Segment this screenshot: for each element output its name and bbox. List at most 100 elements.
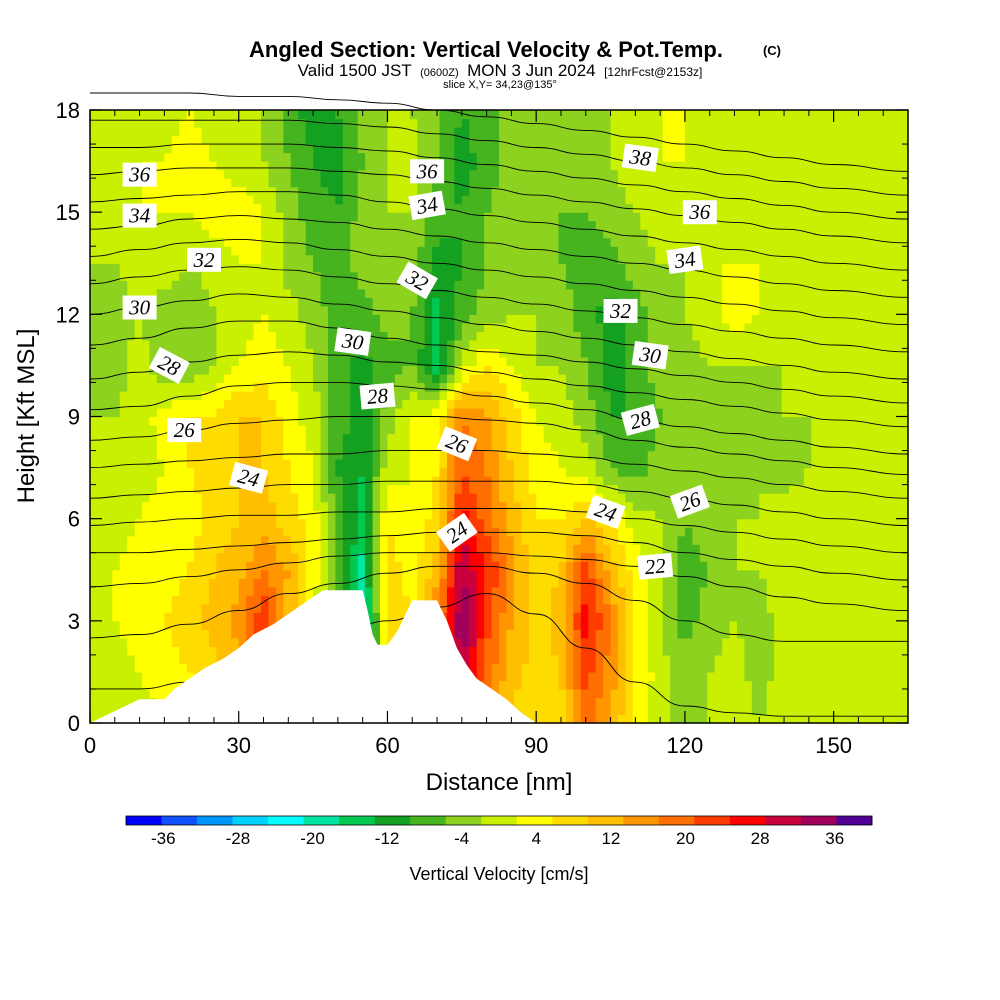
velocity-cell — [394, 620, 403, 630]
velocity-cell — [231, 373, 240, 384]
velocity-cell — [476, 399, 485, 409]
velocity-cell — [513, 484, 522, 494]
velocity-cell — [699, 510, 708, 520]
velocity-cell — [610, 595, 619, 605]
velocity-cell — [714, 484, 723, 494]
velocity-cell — [194, 442, 203, 452]
velocity-cell — [231, 390, 240, 401]
velocity-cell — [179, 552, 188, 562]
velocity-cell — [655, 578, 664, 588]
velocity-cell — [647, 714, 656, 724]
velocity-cell — [536, 416, 545, 426]
velocity-cell — [893, 527, 902, 537]
velocity-cell — [766, 603, 775, 613]
velocity-cell — [893, 425, 902, 435]
velocity-cell — [766, 612, 775, 622]
velocity-cell — [878, 603, 887, 613]
velocity-cell — [796, 476, 805, 486]
velocity-cell — [603, 578, 612, 588]
velocity-cell — [811, 518, 820, 528]
velocity-cell — [610, 407, 619, 418]
velocity-cell — [446, 407, 455, 418]
velocity-cell — [454, 637, 463, 647]
velocity-cell — [112, 586, 121, 596]
velocity-cell — [253, 586, 262, 596]
velocity-cell — [640, 646, 649, 656]
velocity-cell — [789, 382, 798, 392]
velocity-cell — [736, 467, 745, 477]
velocity-cell — [565, 578, 574, 588]
velocity-cell — [127, 603, 136, 613]
velocity-cell — [298, 425, 307, 435]
velocity-cell — [692, 629, 701, 639]
velocity-cell — [796, 416, 805, 426]
velocity-cell — [491, 654, 500, 664]
velocity-cell — [528, 569, 537, 579]
velocity-cell — [201, 586, 210, 596]
velocity-cell — [878, 339, 887, 349]
velocity-cell — [194, 484, 203, 494]
velocity-cell — [625, 663, 634, 673]
velocity-cell — [90, 620, 99, 630]
velocity-cell — [134, 399, 143, 409]
velocity-cell — [900, 467, 909, 477]
velocity-cell — [878, 484, 887, 494]
velocity-cell — [536, 586, 545, 596]
velocity-cell — [722, 620, 731, 630]
velocity-cell — [543, 629, 552, 639]
velocity-cell — [610, 705, 619, 716]
velocity-cell — [446, 339, 455, 349]
velocity-cell — [751, 416, 760, 426]
velocity-cell — [826, 339, 835, 349]
velocity-cell — [402, 450, 411, 460]
velocity-cell — [551, 595, 560, 605]
velocity-cell — [811, 467, 820, 477]
velocity-cell — [632, 663, 641, 673]
velocity-cell — [208, 535, 218, 545]
velocity-cell — [491, 603, 500, 613]
velocity-cell — [97, 535, 106, 545]
velocity-cell — [90, 552, 99, 562]
velocity-cell — [848, 620, 857, 630]
velocity-cell — [565, 705, 574, 716]
velocity-cell — [283, 433, 292, 443]
velocity-cell — [625, 603, 634, 613]
velocity-cell — [870, 373, 879, 384]
velocity-cell — [893, 646, 902, 656]
velocity-cell — [327, 527, 336, 537]
velocity-cell — [476, 467, 485, 477]
velocity-cell — [885, 348, 894, 358]
velocity-cell — [536, 697, 545, 707]
velocity-cell — [491, 680, 500, 690]
velocity-cell — [275, 612, 284, 622]
velocity-cell — [432, 578, 441, 588]
velocity-cell — [736, 527, 745, 537]
velocity-cell — [365, 561, 374, 571]
velocity-cell — [223, 646, 232, 656]
velocity-cell — [662, 578, 671, 588]
velocity-cell — [469, 416, 478, 426]
velocity-cell — [632, 535, 641, 545]
velocity-cell — [588, 595, 597, 605]
velocity-cell — [848, 714, 857, 724]
velocity-cell — [640, 442, 649, 452]
velocity-cell — [580, 382, 589, 392]
velocity-cell — [186, 399, 195, 409]
velocity-cell — [893, 416, 902, 426]
velocity-cell — [208, 654, 218, 664]
velocity-cell — [885, 671, 894, 682]
velocity-cell — [848, 459, 857, 469]
velocity-cell — [104, 697, 113, 707]
velocity-cell — [885, 578, 894, 588]
velocity-cell — [380, 433, 389, 443]
velocity-cell — [588, 450, 597, 460]
velocity-cell — [855, 425, 864, 435]
velocity-cell — [216, 510, 225, 520]
velocity-cell — [707, 442, 716, 452]
velocity-cell — [372, 450, 381, 460]
velocity-cell — [551, 688, 560, 699]
velocity-cell — [179, 620, 188, 630]
velocity-cell — [119, 680, 128, 690]
velocity-cell — [603, 620, 612, 630]
velocity-cell — [640, 527, 649, 537]
